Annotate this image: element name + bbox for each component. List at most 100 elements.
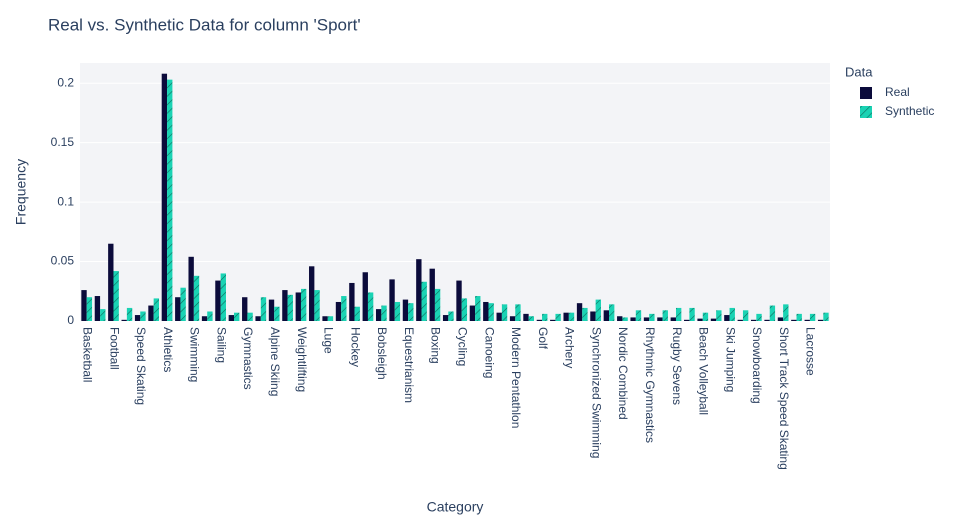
bar bbox=[509, 316, 516, 321]
bar bbox=[796, 313, 802, 321]
y-tick-label: 0.1 bbox=[57, 194, 74, 208]
bar bbox=[783, 304, 789, 321]
x-tick-label: Speed Skating bbox=[134, 327, 148, 405]
bar bbox=[729, 307, 735, 321]
bar bbox=[148, 305, 154, 321]
bar bbox=[408, 303, 414, 321]
bar bbox=[113, 271, 119, 321]
y-axis-label: Frequency bbox=[13, 159, 29, 225]
bar bbox=[193, 275, 200, 321]
bar bbox=[314, 290, 320, 321]
bar bbox=[215, 280, 221, 321]
bar bbox=[175, 297, 181, 321]
bar bbox=[242, 297, 248, 321]
bar bbox=[662, 310, 668, 321]
x-tick-label: Canoeing bbox=[482, 327, 496, 378]
plot-background bbox=[80, 63, 830, 321]
bar bbox=[228, 315, 235, 321]
bar bbox=[108, 243, 114, 321]
x-tick-label: Alpine Skiing bbox=[268, 327, 282, 396]
bar bbox=[448, 311, 454, 321]
bar bbox=[528, 316, 535, 321]
bar bbox=[349, 282, 355, 321]
bar bbox=[742, 310, 749, 321]
bar bbox=[756, 313, 762, 321]
bar bbox=[657, 317, 663, 321]
bar bbox=[100, 309, 106, 321]
bar bbox=[309, 266, 315, 321]
x-tick-label: Swimming bbox=[188, 327, 202, 382]
bar bbox=[716, 310, 722, 321]
bar bbox=[335, 301, 342, 321]
x-tick-label: Ski Jumping bbox=[723, 327, 737, 392]
x-tick-label: Football bbox=[107, 327, 121, 370]
bar bbox=[153, 298, 160, 321]
bar bbox=[809, 313, 816, 321]
x-tick-label: Rugby Sevens bbox=[670, 327, 684, 405]
bar bbox=[429, 268, 435, 321]
bar bbox=[501, 304, 508, 321]
bar bbox=[180, 287, 186, 321]
bar bbox=[456, 280, 462, 321]
bar bbox=[576, 303, 583, 321]
bar bbox=[201, 316, 208, 321]
bar bbox=[434, 288, 441, 321]
bar bbox=[737, 319, 743, 321]
bar bbox=[777, 317, 784, 321]
bar bbox=[381, 305, 387, 321]
bar bbox=[817, 319, 824, 321]
bar bbox=[750, 319, 757, 321]
bar bbox=[282, 290, 288, 321]
x-tick-label: Modern Pentathlon bbox=[509, 327, 523, 428]
bar bbox=[555, 313, 561, 321]
x-tick-label: Cycling bbox=[456, 327, 470, 366]
x-tick-label: Golf bbox=[536, 327, 550, 350]
bar bbox=[724, 315, 730, 321]
bar bbox=[188, 256, 194, 321]
x-tick-label: Gymnastics bbox=[241, 327, 255, 390]
y-tick-label: 0.15 bbox=[51, 135, 75, 149]
bar bbox=[260, 297, 267, 321]
bar bbox=[389, 279, 395, 321]
bar bbox=[140, 311, 146, 321]
bar bbox=[268, 299, 275, 321]
bar bbox=[515, 304, 521, 321]
bar bbox=[542, 313, 548, 321]
bar bbox=[247, 312, 253, 321]
bar bbox=[421, 281, 427, 321]
bar bbox=[649, 313, 655, 321]
bar bbox=[603, 310, 610, 321]
x-tick-label: Lacrosse bbox=[804, 327, 818, 376]
bar bbox=[126, 307, 133, 321]
x-tick-label: Snowboarding bbox=[750, 327, 764, 404]
x-tick-label: Boxing bbox=[429, 327, 443, 364]
bar bbox=[207, 311, 213, 321]
x-tick-label: Hockey bbox=[348, 327, 362, 367]
bar bbox=[496, 312, 502, 321]
x-tick-label: Rhythmic Gymnastics bbox=[643, 327, 657, 443]
bar bbox=[595, 299, 601, 321]
bar bbox=[670, 317, 676, 321]
bar bbox=[643, 317, 650, 321]
bar bbox=[327, 316, 334, 321]
bar bbox=[94, 296, 101, 321]
bar bbox=[220, 273, 226, 321]
bar bbox=[402, 299, 409, 321]
bar bbox=[416, 259, 422, 321]
bar bbox=[675, 307, 682, 321]
bar bbox=[483, 301, 489, 321]
legend-swatch bbox=[860, 87, 872, 99]
bar bbox=[86, 297, 93, 321]
bar bbox=[81, 290, 87, 321]
bar bbox=[354, 306, 360, 321]
bar bbox=[167, 79, 173, 321]
bar bbox=[764, 319, 770, 321]
x-tick-label: Synchronized Swimming bbox=[589, 327, 603, 458]
x-tick-label: Nordic Combined bbox=[616, 327, 630, 420]
bar bbox=[550, 319, 556, 321]
bar bbox=[295, 292, 301, 321]
x-axis-label: Category bbox=[427, 499, 484, 515]
y-tick-label: 0.2 bbox=[57, 75, 74, 89]
x-tick-label: Sailing bbox=[214, 327, 228, 363]
